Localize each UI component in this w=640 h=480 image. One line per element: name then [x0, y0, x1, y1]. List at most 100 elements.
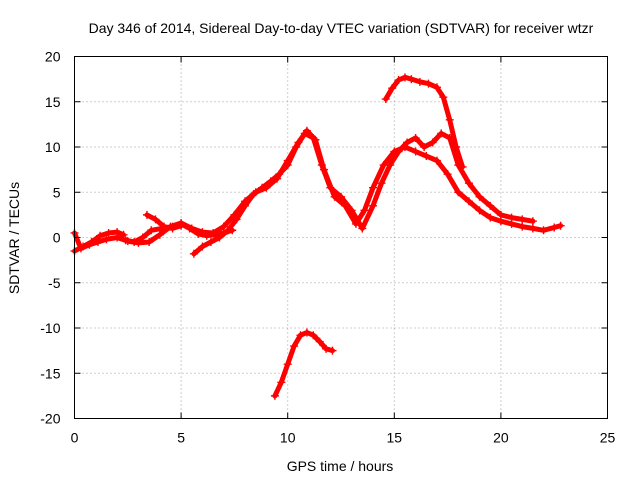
data-point-marker: [270, 391, 279, 400]
data-point-marker: [422, 152, 431, 161]
data-point-marker: [315, 337, 324, 346]
y-tick-label: -15: [40, 365, 60, 381]
data-point-marker: [302, 328, 311, 337]
data-point-marker: [198, 242, 207, 251]
data-point-marker: [528, 217, 537, 226]
data-point-marker: [202, 231, 211, 240]
data-point-marker: [309, 133, 318, 142]
x-tick-label: 15: [387, 430, 403, 446]
data-point-marker: [403, 138, 412, 147]
data-point-marker: [147, 226, 156, 235]
y-tick-label: 5: [53, 184, 61, 200]
data-point-marker: [215, 233, 224, 242]
chart-title: Day 346 of 2014, Sidereal Day-to-day VTE…: [89, 20, 594, 36]
data-point-marker: [76, 244, 85, 253]
data-point-marker: [249, 190, 258, 199]
data-point-marker: [145, 238, 154, 247]
data-point-marker: [388, 84, 397, 93]
data-point-marker: [328, 346, 337, 355]
data-point-marker: [475, 192, 484, 201]
data-point-marker: [464, 179, 473, 188]
data-point-marker: [394, 147, 403, 156]
data-point-marker: [258, 183, 267, 192]
data-point-marker: [445, 115, 454, 124]
y-tick-label: -5: [48, 275, 61, 291]
data-point-marker: [142, 210, 151, 219]
data-point-marker: [155, 230, 164, 239]
series-track-e: [189, 129, 537, 258]
data-point-marker: [368, 183, 377, 192]
y-tick-label: 15: [45, 94, 61, 110]
series-line: [191, 130, 536, 257]
data-point-marker: [121, 236, 130, 245]
grid-lines: [74, 56, 608, 419]
data-point-marker: [296, 331, 305, 340]
data-point-marker: [283, 161, 292, 170]
data-point-marker: [539, 226, 548, 235]
data-point-marker: [266, 177, 275, 186]
data-point-marker: [518, 222, 527, 231]
data-point-marker: [528, 224, 537, 233]
data-point-marker: [432, 83, 441, 92]
data-point-marker: [326, 183, 335, 192]
data-point-marker: [337, 192, 345, 201]
axes: 0 5 10 15 20 25 -20 -15 -10 -5 0 5 10 15 20: [40, 49, 615, 446]
data-point-marker: [437, 129, 446, 138]
y-axis-label: SDTVAR / TECUs: [6, 182, 22, 294]
data-point-marker: [415, 77, 424, 86]
data-point-marker: [439, 93, 448, 102]
x-axis-label: GPS time / hours: [287, 458, 394, 474]
data-point-marker: [407, 75, 416, 84]
data-point-marker: [443, 170, 452, 179]
data-point-marker: [232, 215, 241, 224]
x-tick-label: 10: [280, 430, 296, 446]
plot-frame: [74, 56, 608, 419]
data-point-marker: [241, 201, 250, 210]
data-point-marker: [292, 143, 301, 151]
data-point-marker: [475, 206, 484, 215]
data-point-marker: [194, 229, 203, 238]
data-point-marker: [368, 201, 377, 210]
data-point-marker: [189, 249, 198, 258]
data-point-marker: [96, 231, 105, 240]
data-point-marker: [347, 206, 356, 215]
data-point-marker: [317, 161, 326, 170]
data-point-marker: [300, 129, 309, 138]
data-point-marker: [104, 228, 113, 237]
data-point-marker: [377, 179, 386, 188]
y-tick-label: 20: [45, 49, 61, 65]
data-point-marker: [452, 143, 461, 151]
data-point-marker: [518, 215, 527, 224]
y-tick-label: 0: [53, 230, 61, 246]
data-point-marker: [322, 344, 331, 353]
y-tick-label: 10: [45, 139, 61, 155]
data-point-marker: [411, 147, 420, 156]
series-track-f: [270, 328, 337, 400]
data-point-marker: [486, 213, 495, 222]
series-track-g: [381, 73, 467, 171]
data-point-marker: [151, 215, 160, 224]
data-point-marker: [424, 79, 433, 88]
data-point-marker: [168, 224, 177, 233]
data-point-marker: [496, 210, 505, 219]
series-track-d: [142, 210, 186, 233]
data-point-marker: [277, 378, 286, 387]
data-point-marker: [556, 221, 565, 230]
data-point-marker: [454, 188, 463, 197]
x-tick-label: 0: [71, 430, 79, 446]
data-point-marker: [394, 76, 403, 85]
data-point-marker: [275, 170, 284, 179]
data-point-marker: [386, 161, 395, 170]
data-point-marker: [411, 133, 420, 142]
data-point-marker: [550, 223, 559, 232]
series-line: [383, 74, 465, 170]
data-point-marker: [160, 222, 169, 231]
x-tick-label: 5: [177, 430, 185, 446]
data-point-marker: [206, 238, 215, 247]
data-point-marker: [290, 342, 299, 351]
data-point-marker: [360, 206, 369, 215]
data-point-marker: [420, 143, 429, 151]
data-point-marker: [432, 156, 441, 165]
data-point-marker: [177, 221, 186, 230]
